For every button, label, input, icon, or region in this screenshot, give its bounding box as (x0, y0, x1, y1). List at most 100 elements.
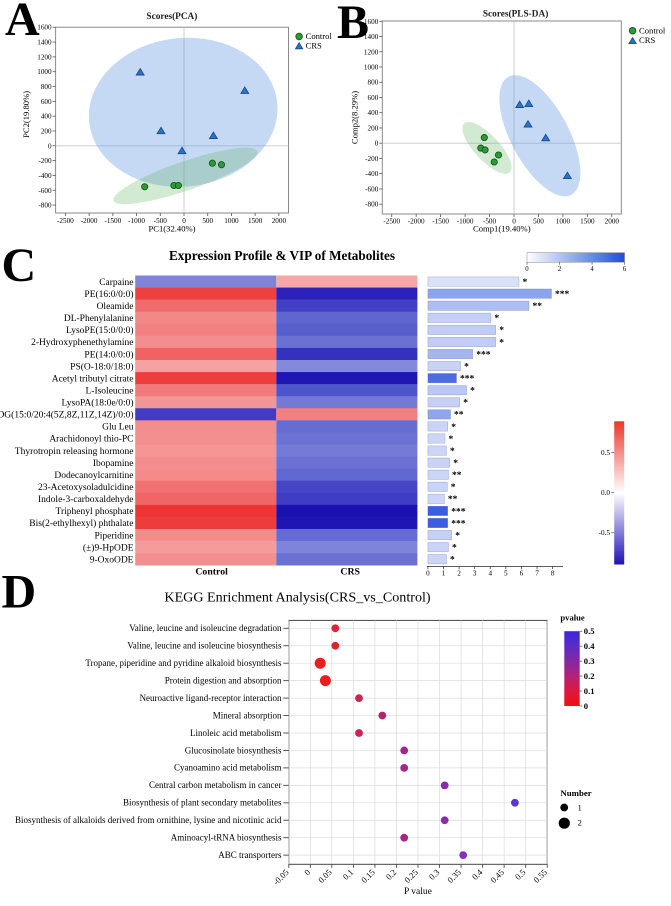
svg-text:*: * (453, 459, 458, 469)
svg-text:Neuroactive ligand-receptor in: Neuroactive ligand-receptor interaction (140, 693, 282, 703)
svg-text:-600: -600 (38, 187, 52, 195)
svg-text:**: ** (448, 495, 458, 505)
svg-text:6: 6 (623, 266, 627, 273)
svg-text:-500: -500 (483, 218, 497, 226)
svg-text:600: 600 (368, 94, 379, 102)
svg-text:Linoleic acid metabolism: Linoleic acid metabolism (190, 728, 281, 738)
svg-text:1000: 1000 (224, 217, 239, 225)
svg-text:4: 4 (488, 569, 492, 577)
svg-text:2-Hydroxyphenethylamine: 2-Hydroxyphenethylamine (31, 338, 133, 348)
svg-text:0.0: 0.0 (601, 489, 610, 497)
svg-text:Cyanoamino acid metabolism: Cyanoamino acid metabolism (174, 763, 281, 773)
svg-text:-800: -800 (365, 201, 379, 209)
svg-text:*: * (450, 556, 455, 566)
svg-text:PE(16:0/0:0): PE(16:0/0:0) (84, 289, 133, 300)
svg-text:600: 600 (41, 98, 52, 106)
svg-text:CRS: CRS (340, 567, 360, 578)
svg-text:1200: 1200 (37, 53, 52, 61)
svg-text:2000: 2000 (605, 218, 620, 226)
svg-text:1400: 1400 (364, 33, 379, 41)
svg-text:CRS: CRS (639, 35, 655, 45)
svg-text:CRS: CRS (306, 40, 322, 50)
svg-text:Valine, leucine and isoleucine: Valine, leucine and isoleucine biosynthe… (127, 641, 282, 651)
svg-text:1: 1 (578, 802, 582, 812)
svg-text:400: 400 (368, 109, 379, 117)
svg-text:Biosynthesis of alkaloids deri: Biosynthesis of alkaloids derived from o… (15, 815, 282, 825)
svg-text:Ibopamine: Ibopamine (93, 459, 134, 469)
svg-text:5: 5 (504, 569, 508, 577)
svg-text:500: 500 (202, 217, 213, 225)
svg-text:0.3: 0.3 (584, 656, 595, 666)
svg-text:200: 200 (368, 124, 379, 132)
svg-text:-500: -500 (154, 217, 168, 225)
svg-text:8: 8 (551, 569, 555, 577)
svg-text:DG(15:0/20:4(5Z,8Z,11Z,14Z)/0:: DG(15:0/20:4(5Z,8Z,11Z,14Z)/0:0) (0, 410, 134, 421)
svg-text:400: 400 (41, 113, 52, 121)
svg-text:Bis(2-ethylhexyl) phthalate: Bis(2-ethylhexyl) phthalate (29, 518, 133, 529)
svg-text:0: 0 (426, 569, 430, 577)
svg-text:Oleamide: Oleamide (97, 302, 134, 312)
svg-text:LysoPA(18:0e/0:0): LysoPA(18:0e/0:0) (62, 398, 134, 409)
svg-text:***: *** (555, 290, 570, 300)
svg-text:**: ** (452, 471, 462, 481)
svg-text:0: 0 (182, 217, 186, 225)
svg-text:Protein digestion and absorpti: Protein digestion and absorption (165, 675, 282, 685)
svg-text:0.1: 0.1 (584, 686, 595, 696)
svg-text:D: D (2, 566, 37, 619)
svg-text:-1000: -1000 (128, 217, 145, 225)
svg-text:1200: 1200 (364, 48, 379, 56)
svg-text:LysoPE(15:0/0:0): LysoPE(15:0/0:0) (66, 325, 134, 336)
svg-text:6: 6 (520, 569, 524, 577)
svg-text:L-Isoleucine: L-Isoleucine (85, 386, 133, 396)
svg-text:1: 1 (442, 569, 446, 577)
svg-text:*: * (464, 362, 469, 372)
svg-text:9-OxoODE: 9-OxoODE (90, 555, 134, 565)
svg-text:PC1(32.40%): PC1(32.40%) (148, 224, 195, 234)
svg-text:1000: 1000 (556, 218, 571, 226)
svg-text:*: * (451, 423, 456, 433)
svg-text:-2000: -2000 (81, 217, 98, 225)
svg-text:Triphenyl phosphate: Triphenyl phosphate (55, 507, 133, 517)
svg-text:KEGG Enrichment Analysis(CRS_v: KEGG Enrichment Analysis(CRS_vs_Control) (164, 590, 431, 606)
svg-text:3: 3 (473, 569, 477, 577)
svg-text:7: 7 (535, 569, 539, 577)
svg-text:***: *** (460, 374, 475, 384)
svg-text:Scores(PLS-DA): Scores(PLS-DA) (483, 9, 548, 20)
svg-text:***: *** (451, 507, 466, 517)
svg-text:-2500: -2500 (57, 217, 74, 225)
svg-text:*: * (523, 278, 528, 288)
svg-text:-2500: -2500 (383, 218, 400, 226)
svg-text:**: ** (454, 411, 464, 421)
svg-text:*: * (494, 314, 499, 324)
svg-text:PE(14:0/0:0): PE(14:0/0:0) (84, 349, 133, 360)
svg-text:Arachidonoyl thio-PC: Arachidonoyl thio-PC (49, 435, 133, 445)
svg-text:1500: 1500 (580, 218, 595, 226)
svg-text:***: *** (451, 519, 466, 529)
svg-text:Comp1(19.40%): Comp1(19.40%) (473, 224, 531, 234)
svg-text:500: 500 (533, 218, 544, 226)
svg-text:0: 0 (302, 867, 312, 877)
svg-text:Glu Leu: Glu Leu (102, 423, 134, 433)
svg-text:800: 800 (368, 79, 379, 87)
svg-text:pvalue: pvalue (560, 612, 585, 622)
svg-text:Dodecanoylcarnitine: Dodecanoylcarnitine (54, 471, 133, 481)
svg-text:2000: 2000 (272, 217, 287, 225)
svg-text:Control: Control (195, 567, 228, 578)
svg-text:0.2: 0.2 (584, 671, 595, 681)
svg-text:-1500: -1500 (432, 218, 449, 226)
svg-text:200: 200 (41, 127, 52, 135)
svg-text:*: * (499, 326, 504, 336)
svg-text:A: A (5, 0, 40, 46)
svg-text:Scores(PCA): Scores(PCA) (146, 11, 197, 22)
svg-text:-0.5: -0.5 (599, 529, 611, 537)
svg-text:-1500: -1500 (104, 217, 121, 225)
svg-text:-200: -200 (38, 157, 52, 165)
svg-text:1600: 1600 (364, 18, 379, 26)
svg-text:23-Acetoxysoladulcidine: 23-Acetoxysoladulcidine (38, 483, 134, 493)
svg-text:2: 2 (578, 818, 582, 828)
svg-text:*: * (451, 483, 456, 493)
svg-text:-800: -800 (38, 202, 52, 210)
svg-text:800: 800 (41, 83, 52, 91)
svg-text:0: 0 (375, 140, 379, 148)
svg-text:DL-Phenylalanine: DL-Phenylalanine (64, 314, 134, 324)
